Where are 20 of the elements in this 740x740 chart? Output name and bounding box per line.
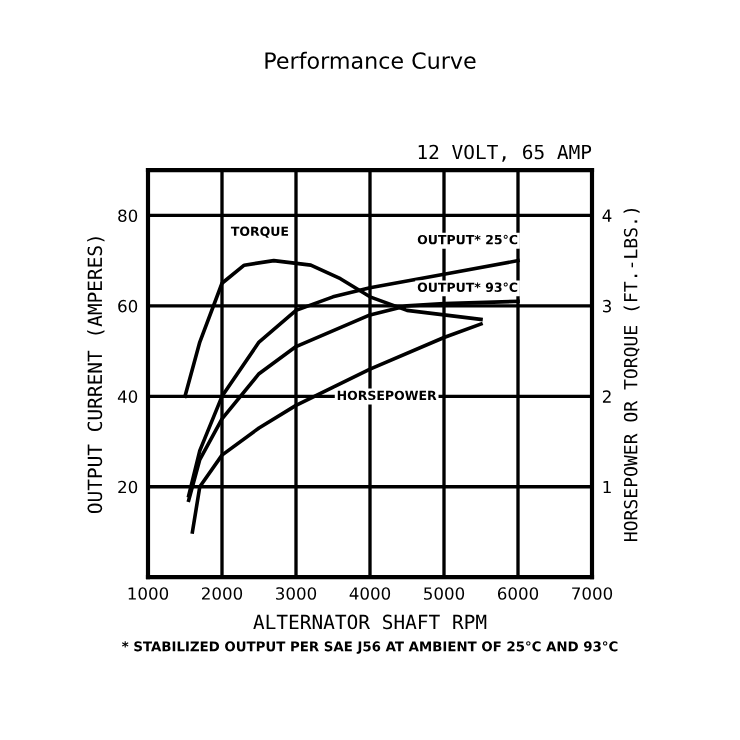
x-tick-label: 7000 bbox=[572, 587, 613, 600]
x-tick-label: 6000 bbox=[497, 587, 539, 600]
y-tick-label: 60 bbox=[118, 299, 138, 313]
y-tick-label: 40 bbox=[117, 390, 138, 403]
chart-subtitle: 12 VOLT, 65 AMP bbox=[418, 144, 592, 162]
y-tick-label: 80 bbox=[118, 209, 138, 222]
y2-tick-label: 1 bbox=[603, 480, 611, 494]
y-tick-label: 20 bbox=[118, 480, 138, 494]
x-tick-label: 2000 bbox=[202, 587, 243, 600]
x-axis-title: ALTERNATOR SHAFT RPM bbox=[253, 614, 487, 630]
x-tick-label: 4000 bbox=[349, 587, 391, 600]
y2-axis-title: HORSEPOWER OR TORQUE (FT.-LBS.) bbox=[623, 208, 640, 541]
x-tick-label: 5000 bbox=[424, 587, 465, 600]
x-tick-label: 3000 bbox=[276, 587, 317, 600]
y2-tick-label: 3 bbox=[602, 299, 611, 313]
y2-tick-label: 2 bbox=[602, 390, 611, 403]
y2-tick-label: 4 bbox=[602, 209, 612, 222]
y-axis-title: OUTPUT CURRENT (AMPERES) bbox=[87, 237, 105, 514]
x-tick-label: 1000 bbox=[128, 587, 169, 600]
chart-title: Performance Curve bbox=[265, 51, 476, 69]
